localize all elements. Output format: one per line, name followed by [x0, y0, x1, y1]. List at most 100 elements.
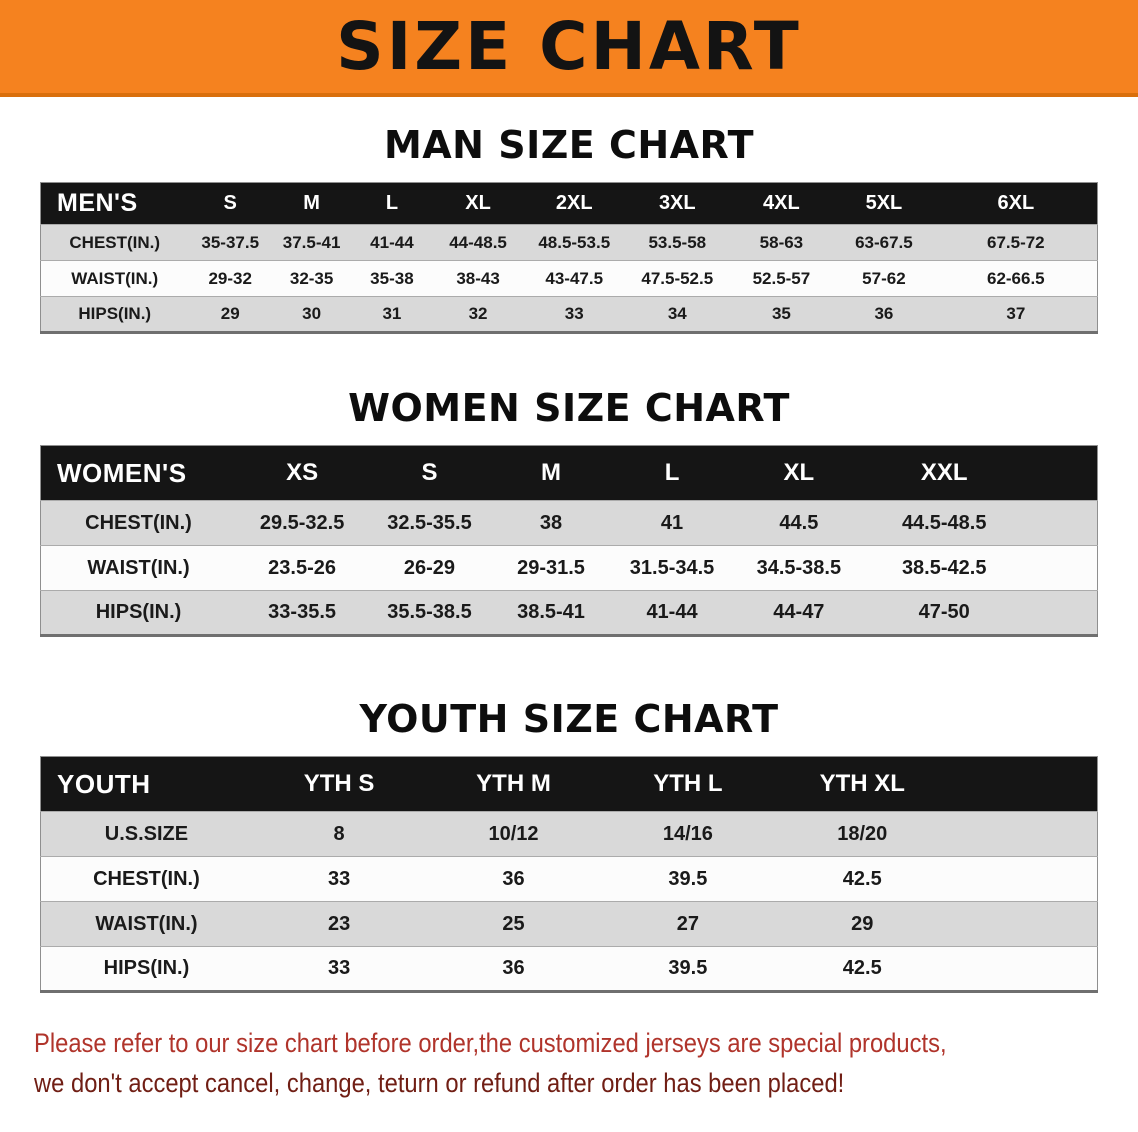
- size-value-cell: 42.5: [842, 957, 882, 979]
- table-row: HIPS(IN.) 33 36 39.5 42.5: [40, 946, 1098, 992]
- table-row: CHEST(IN.) 35-37.5 37.5-41 41-44 44-48.5 48.5…: [40, 224, 1098, 261]
- filler-cell: [1023, 501, 1097, 546]
- size-value-cell: 29.5-32.5: [259, 511, 345, 534]
- row-label: WAIST(IN.): [71, 268, 159, 288]
- size-value-cell: 29: [851, 912, 874, 935]
- size-value-cell: 48.5-53.5: [538, 232, 611, 252]
- footer-notice: Please refer to our size chart before or…: [34, 1023, 1138, 1103]
- table-title-cell: WOMEN'S: [40, 445, 237, 501]
- size-value-cell: 67.5-72: [986, 232, 1045, 252]
- size-value-cell: 58-63: [759, 232, 804, 252]
- size-value-cell: 23: [327, 912, 351, 935]
- size-column-header: 5XL: [833, 182, 935, 225]
- table-row: WAIST(IN.) 29-32 32-35 35-38 38-43 43-47.5 47.…: [40, 260, 1098, 297]
- size-value-cell: 31.5-34.5: [629, 556, 715, 579]
- size-value-cell: 18/20: [837, 822, 888, 845]
- size-value-cell: 47-50: [918, 601, 970, 623]
- filler-cell: [1023, 445, 1098, 501]
- size-value-cell: 47.5-52.5: [641, 268, 714, 288]
- size-column-header: 4XL: [729, 182, 834, 225]
- size-column-header: S: [368, 445, 491, 501]
- notice-line-1: Please refer to our size chart before or…: [34, 1028, 947, 1058]
- size-value-cell: 35-38: [370, 268, 414, 288]
- size-value-cell: 41: [660, 511, 684, 534]
- table-header-row: YOUTH YTH S YTH M YTH L YTH XL: [40, 756, 1098, 812]
- size-value-cell: 36: [874, 304, 894, 323]
- filler-cell: [949, 756, 1098, 812]
- size-value-cell: 41-44: [646, 601, 698, 623]
- size-value-cell: 14/16: [662, 822, 713, 845]
- section-heading: YOUTH SIZE CHART: [359, 697, 779, 741]
- size-value-cell: 38: [539, 511, 563, 534]
- size-column-header: YTH L: [600, 756, 776, 812]
- size-value-cell: 38-43: [456, 268, 500, 288]
- size-value-cell: 33: [327, 957, 351, 979]
- size-value-cell: 32.5-35.5: [387, 511, 472, 534]
- size-value-cell: 38.5-41: [517, 601, 585, 623]
- size-column-header: L: [351, 182, 433, 225]
- row-label: CHEST(IN.): [69, 232, 161, 252]
- row-label: HIPS(IN.): [103, 957, 190, 979]
- row-label: CHEST(IN.): [85, 511, 192, 534]
- size-column-header: M: [490, 445, 612, 501]
- size-column-header: YTH M: [426, 756, 601, 812]
- size-value-cell: 32: [468, 304, 488, 323]
- size-section: MAN SIZE CHART MEN'S S M L XL 2XL 3XL 4XL 5XL 6XL C…: [0, 123, 1138, 334]
- size-value-cell: 29-31.5: [517, 556, 585, 579]
- size-value-cell: 10/12: [488, 822, 539, 845]
- size-value-cell: 62-66.5: [986, 268, 1045, 288]
- size-table: YOUTH YTH S YTH M YTH L YTH XL U.S.SIZE 8 10/12…: [40, 756, 1098, 993]
- size-value-cell: 34.5-38.5: [756, 556, 842, 579]
- table-row: HIPS(IN.) 29 30 31 32 33 34 35 36 37: [40, 296, 1098, 333]
- size-value-cell: 35-37.5: [201, 232, 260, 252]
- size-sections: MAN SIZE CHART MEN'S S M L XL 2XL 3XL 4XL 5XL 6XL C…: [0, 123, 1138, 993]
- size-value-cell: 33: [564, 304, 584, 323]
- size-value-cell: 57-62: [862, 268, 906, 288]
- size-column-header: 2XL: [523, 182, 625, 225]
- size-chart-banner: SIZE CHART: [0, 0, 1138, 97]
- size-value-cell: 41-44: [370, 232, 414, 252]
- size-column-header: XL: [732, 445, 865, 501]
- table-row: U.S.SIZE 8 10/12 14/16 18/20: [40, 811, 1098, 857]
- table-header-row: MEN'S S M L XL 2XL 3XL 4XL 5XL 6XL: [40, 182, 1098, 225]
- size-value-cell: 42.5: [842, 867, 882, 890]
- size-value-cell: 37: [1006, 304, 1026, 323]
- size-column-header: 3XL: [624, 182, 730, 225]
- table-title-cell: YOUTH: [40, 756, 252, 812]
- table-row: CHEST(IN.) 29.5-32.5 32.5-35.5 38 41 44.5 44.5…: [40, 500, 1098, 546]
- size-value-cell: 36: [502, 867, 525, 890]
- size-column-header: XL: [432, 182, 524, 225]
- size-value-cell: 35: [771, 304, 791, 323]
- size-section: YOUTH SIZE CHART YOUTH YTH S YTH M YTH L YTH …: [0, 697, 1138, 993]
- size-column-header: XXL: [864, 445, 1024, 501]
- notice-line-2: we don't accept cancel, change, teturn o…: [34, 1068, 845, 1098]
- size-value-cell: 26-29: [403, 556, 456, 579]
- size-value-cell: 33: [327, 867, 351, 890]
- size-value-cell: 52.5-57: [752, 268, 811, 288]
- row-label: WAIST(IN.): [87, 556, 190, 579]
- table-title-cell: MEN'S: [40, 182, 189, 225]
- size-section: WOMEN SIZE CHART WOMEN'S XS S M L XL XXL CHEST(I…: [0, 386, 1138, 637]
- size-value-cell: 34: [667, 304, 687, 323]
- size-column-header: YTH XL: [775, 756, 950, 812]
- size-table: MEN'S S M L XL 2XL 3XL 4XL 5XL 6XL CHEST(IN.) 35-37…: [40, 182, 1098, 334]
- size-value-cell: 39.5: [668, 957, 708, 979]
- size-value-cell: 30: [302, 304, 322, 323]
- size-value-cell: 39.5: [668, 867, 708, 890]
- size-value-cell: 32-35: [289, 268, 334, 288]
- size-column-header: M: [271, 182, 352, 225]
- filler-cell: [949, 812, 1097, 857]
- size-value-cell: 44.5-48.5: [901, 511, 987, 534]
- size-value-cell: 37.5-41: [282, 232, 341, 252]
- size-value-cell: 43-47.5: [545, 268, 604, 288]
- filler-cell: [1023, 546, 1097, 591]
- row-label: HIPS(IN.): [95, 601, 182, 623]
- size-value-cell: 31: [382, 304, 402, 323]
- table-row: WAIST(IN.) 23 25 27 29: [40, 901, 1098, 947]
- filler-cell: [949, 902, 1097, 947]
- filler-cell: [949, 947, 1097, 992]
- table-row: HIPS(IN.) 33-35.5 35.5-38.5 38.5-41 41-44 44-…: [40, 590, 1098, 636]
- size-value-cell: 25: [502, 912, 525, 935]
- row-label: HIPS(IN.): [78, 304, 152, 323]
- size-value-cell: 36: [502, 957, 525, 979]
